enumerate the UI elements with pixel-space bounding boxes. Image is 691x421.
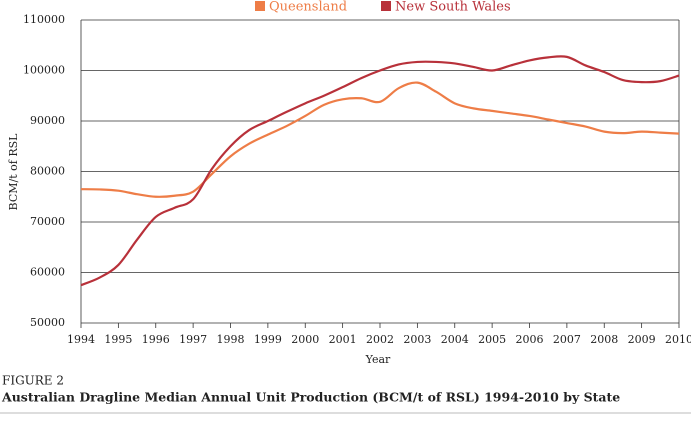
legend-swatch (381, 1, 391, 11)
y-axis-label: BCM/t of RSL (7, 133, 20, 211)
x-tick-label: 1995 (104, 333, 132, 346)
x-tick-label: 2001 (329, 333, 357, 346)
x-tick-label: 1998 (217, 333, 245, 346)
y-tick-label: 80000 (30, 165, 65, 178)
x-tick-label: 2009 (628, 333, 656, 346)
y-tick-label: 110000 (23, 13, 65, 26)
x-tick-label: 2003 (403, 333, 431, 346)
x-tick-label: 2010 (665, 333, 691, 346)
x-tick-label: 2006 (516, 333, 544, 346)
series-line (80, 55, 680, 287)
x-tick-label: 2004 (441, 333, 469, 346)
series-line (80, 81, 680, 198)
legend-label: New South Wales (395, 0, 511, 15)
legend-label: Queensland (269, 0, 347, 15)
caption: Australian Dragline Median Annual Unit P… (1, 390, 620, 405)
y-tick-label: 60000 (30, 266, 65, 279)
x-tick-label: 1996 (142, 333, 170, 346)
y-tick-label: 50000 (30, 316, 65, 329)
x-tick-label: 2005 (478, 333, 506, 346)
x-tick-label: 2000 (291, 333, 319, 346)
x-tick-label: 2008 (590, 333, 618, 346)
y-tick-label: 90000 (30, 114, 65, 127)
y-tick-label: 100000 (23, 64, 65, 77)
x-tick-label: 1994 (67, 333, 95, 346)
x-tick-label: 2002 (366, 333, 394, 346)
legend-swatch (255, 1, 265, 11)
x-tick-label: 1999 (254, 333, 282, 346)
x-axis-label: Year (365, 353, 391, 366)
y-tick-label: 70000 (30, 215, 65, 228)
x-tick-label: 1997 (179, 333, 207, 346)
x-tick-label: 2007 (553, 333, 581, 346)
figure-label: FIGURE 2 (2, 374, 64, 388)
